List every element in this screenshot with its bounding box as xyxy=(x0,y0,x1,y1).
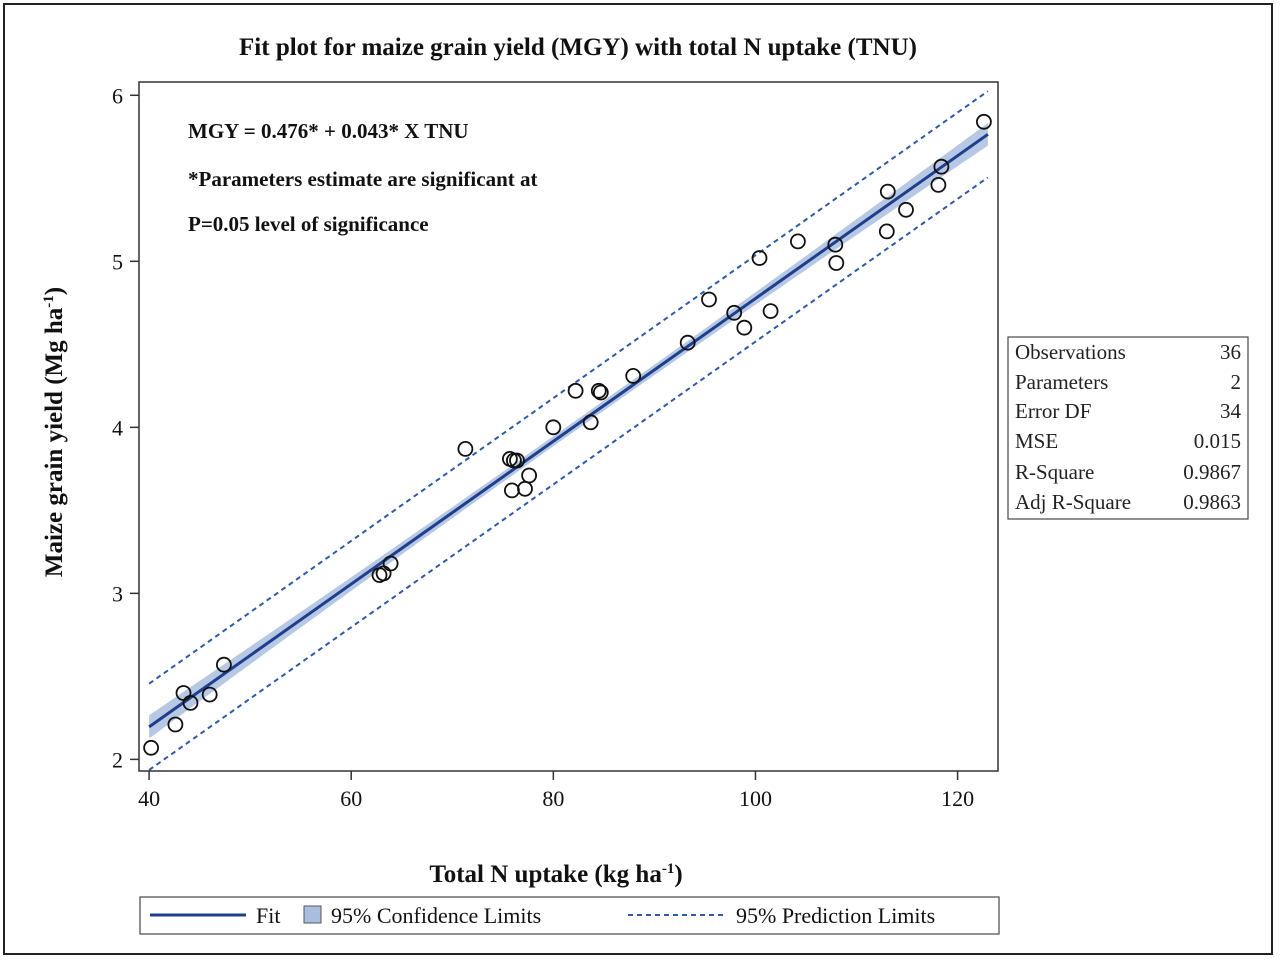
y-axis: 2 3 4 5 6 xyxy=(112,83,139,772)
data-point xyxy=(762,303,779,320)
data-point xyxy=(976,113,992,130)
y-tick-label: 2 xyxy=(112,747,123,772)
figure-border xyxy=(3,3,1273,955)
data-point xyxy=(828,255,845,271)
stat-value-adj-r-square: 0.9863 xyxy=(1183,490,1241,514)
stat-value-mse: 0.015 xyxy=(1194,429,1241,453)
legend: Fit 95% Confidence Limits 95% Prediction… xyxy=(139,896,1000,935)
y-axis-label-end: ) xyxy=(41,287,68,295)
x-tick-label: 60 xyxy=(340,786,362,811)
data-point xyxy=(517,480,533,497)
stat-value-observations: 36 xyxy=(1220,340,1241,364)
stat-label-mse: MSE xyxy=(1015,429,1058,453)
x-axis-label-end: ) xyxy=(674,861,682,888)
data-point xyxy=(457,440,474,457)
data-point xyxy=(827,236,844,253)
data-point xyxy=(898,201,914,218)
legend-confidence-swatch xyxy=(303,905,322,924)
data-point xyxy=(521,467,537,484)
data-point xyxy=(567,382,584,399)
data-point xyxy=(930,176,947,193)
fit-equation: MGY = 0.476* + 0.043* X TNU xyxy=(188,119,469,143)
plot-area xyxy=(138,81,999,772)
y-tick-label: 5 xyxy=(112,249,123,274)
stat-label-observations: Observations xyxy=(1015,340,1126,364)
data-point xyxy=(382,555,399,572)
significance-note-1: *Parameters estimate are significant at xyxy=(188,167,538,191)
stat-value-r-square: 0.9867 xyxy=(1183,460,1241,484)
prediction-limit-lower xyxy=(148,176,989,771)
legend-fit-label: Fit xyxy=(256,903,280,928)
stat-label-parameters: Parameters xyxy=(1015,370,1108,394)
stat-label-error-df: Error DF xyxy=(1015,399,1091,423)
x-tick-label: 80 xyxy=(542,786,564,811)
data-point xyxy=(679,334,696,351)
data-point xyxy=(182,695,199,711)
data-point xyxy=(790,233,806,250)
data-point xyxy=(933,158,950,175)
data-point xyxy=(582,414,599,431)
y-tick-label: 3 xyxy=(112,581,123,606)
stat-value-error-df: 34 xyxy=(1220,399,1242,423)
fit-line xyxy=(148,133,989,729)
points-layer xyxy=(143,113,992,756)
y-axis-label-sup: -1 xyxy=(41,295,57,308)
y-tick-label: 6 xyxy=(112,83,123,108)
stat-label-r-square: R-Square xyxy=(1015,460,1094,484)
data-point xyxy=(503,482,520,499)
legend-prediction-label: 95% Prediction Limits xyxy=(736,903,935,928)
data-point xyxy=(215,656,232,673)
fit-statistics-box: Observations 36 Parameters 2 Error DF 34… xyxy=(1007,336,1249,520)
lines-layer xyxy=(148,90,989,771)
data-point xyxy=(726,304,743,321)
significance-note-2: P=0.05 level of significance xyxy=(188,212,429,236)
x-tick-label: 120 xyxy=(941,786,974,811)
stats-box-border xyxy=(1007,336,1249,520)
data-point xyxy=(509,452,525,469)
data-point xyxy=(879,183,896,200)
x-axis: 40 60 80 100 120 xyxy=(138,771,974,811)
data-point xyxy=(878,223,895,240)
y-tick-label: 4 xyxy=(112,415,123,440)
x-axis-label-main: Total N uptake (kg ha xyxy=(429,861,662,888)
stat-label-adj-r-square: Adj R-Square xyxy=(1015,490,1131,514)
data-point xyxy=(751,250,768,266)
stat-value-parameters: 2 xyxy=(1231,370,1242,394)
data-point xyxy=(545,419,562,436)
data-point xyxy=(625,367,642,384)
x-axis-label-sup: -1 xyxy=(662,861,675,877)
data-point xyxy=(201,686,218,703)
data-point xyxy=(736,319,753,336)
x-tick-label: 100 xyxy=(739,786,772,811)
x-axis-label: Total N uptake (kg ha-1) xyxy=(429,861,682,888)
y-axis-label: Maize grain yield (Mg ha-1) xyxy=(41,287,68,577)
data-point xyxy=(167,716,184,733)
data-point xyxy=(143,739,160,756)
data-point xyxy=(590,382,607,399)
legend-border xyxy=(139,896,1000,935)
data-point xyxy=(701,291,717,308)
y-axis-label-main: Maize grain yield (Mg ha xyxy=(41,307,68,577)
legend-confidence-label: 95% Confidence Limits xyxy=(331,903,541,928)
x-tick-label: 40 xyxy=(138,786,160,811)
data-point xyxy=(592,384,609,401)
chart-title: Fit plot for maize grain yield (MGY) wit… xyxy=(239,34,917,61)
